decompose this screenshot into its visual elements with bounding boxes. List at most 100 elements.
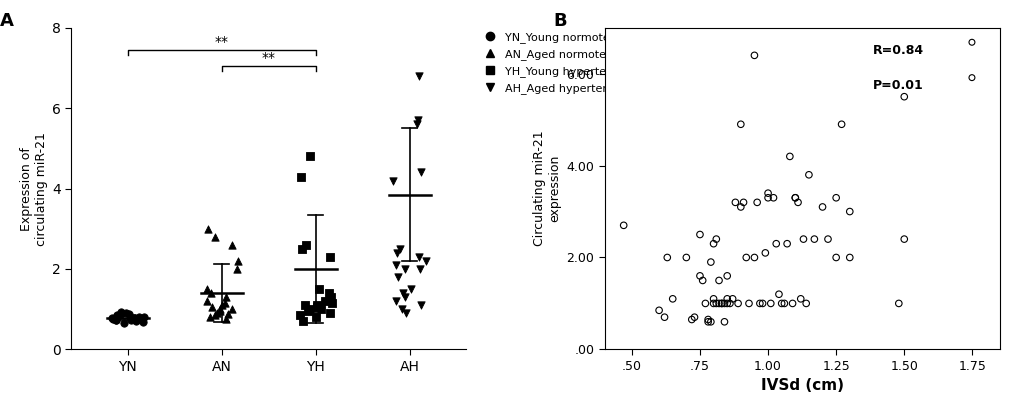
Point [301, 306, 317, 312]
Point [705, 300, 721, 306]
Point [224, 242, 240, 248]
Point [109, 312, 125, 318]
Point [391, 246, 408, 252]
Point [759, 195, 775, 201]
Point [723, 296, 740, 302]
Point [387, 262, 404, 268]
Y-axis label: Expression of
circulating miR-21: Expression of circulating miR-21 [20, 132, 48, 245]
Point [715, 300, 732, 306]
Point [317, 298, 333, 304]
Point [229, 258, 246, 264]
Point [827, 254, 844, 261]
Point [896, 236, 912, 242]
Point [413, 302, 429, 308]
Point [699, 319, 715, 325]
Point [797, 300, 813, 306]
Point [732, 204, 748, 210]
Point [730, 300, 746, 306]
Point [710, 300, 727, 306]
Point [393, 306, 410, 312]
Point [732, 121, 748, 127]
Point [650, 307, 666, 314]
Point [756, 250, 772, 256]
Point [656, 314, 673, 320]
Point [715, 319, 732, 325]
Point [735, 199, 751, 206]
Point [115, 320, 131, 326]
Point [792, 296, 808, 302]
Point [746, 52, 762, 58]
Point [385, 177, 401, 184]
Point [740, 300, 756, 306]
Point [841, 208, 857, 215]
Point [322, 254, 338, 260]
Point [658, 254, 675, 261]
Point [321, 310, 337, 316]
Point [207, 233, 223, 240]
Text: A: A [0, 12, 14, 30]
Point [217, 294, 233, 300]
Point [207, 312, 223, 318]
Point [203, 290, 219, 296]
Point [397, 310, 414, 316]
Point [754, 300, 770, 306]
Point [841, 254, 857, 261]
Point [291, 312, 308, 318]
Point [396, 294, 413, 300]
Point [298, 242, 314, 248]
Point [678, 254, 694, 261]
Text: B: B [552, 12, 567, 30]
Point [217, 316, 233, 322]
Point [890, 300, 906, 306]
Text: **: ** [215, 35, 228, 49]
Point [127, 318, 144, 324]
Point [412, 266, 428, 272]
Point [120, 311, 137, 317]
Point [781, 153, 797, 160]
Point [710, 277, 727, 283]
Point [389, 274, 406, 280]
Point [199, 286, 215, 292]
Point [110, 313, 126, 320]
Point [200, 225, 216, 232]
Point [833, 121, 849, 127]
Point [130, 314, 147, 320]
X-axis label: IVSd (cm): IVSd (cm) [760, 378, 843, 393]
Point [705, 296, 721, 302]
Legend: YN_Young normotensive, AN_Aged normotensive, YH_Young hypertensive, AH_Aged hype: YN_Young normotensive, AN_Aged normotens… [474, 28, 643, 98]
Point [686, 314, 702, 320]
Text: **: ** [262, 51, 275, 65]
Point [746, 254, 762, 261]
Point [664, 296, 681, 302]
Point [779, 241, 795, 247]
Point [718, 273, 735, 279]
Point [764, 195, 781, 201]
Point [740, 302, 756, 308]
Point [411, 254, 427, 260]
Point [740, 307, 756, 314]
Point [707, 300, 723, 306]
Point [702, 259, 718, 265]
Point [748, 199, 764, 206]
Point [228, 266, 245, 272]
Point [131, 316, 148, 322]
Y-axis label: Circulating miR-21
expression: Circulating miR-21 expression [532, 131, 560, 247]
Point [135, 319, 151, 325]
Point [827, 195, 844, 201]
Point [394, 290, 411, 296]
Point [713, 300, 730, 306]
Point [795, 236, 811, 242]
Point [396, 266, 413, 272]
Point [409, 121, 425, 127]
Point [403, 286, 419, 292]
Point [302, 153, 318, 160]
Point [767, 241, 784, 247]
Point [787, 195, 803, 201]
Point [727, 199, 743, 206]
Point [204, 304, 220, 310]
Point [294, 318, 311, 324]
Point [772, 300, 789, 306]
Point [292, 173, 309, 180]
Point [388, 250, 405, 256]
Point [762, 300, 779, 306]
